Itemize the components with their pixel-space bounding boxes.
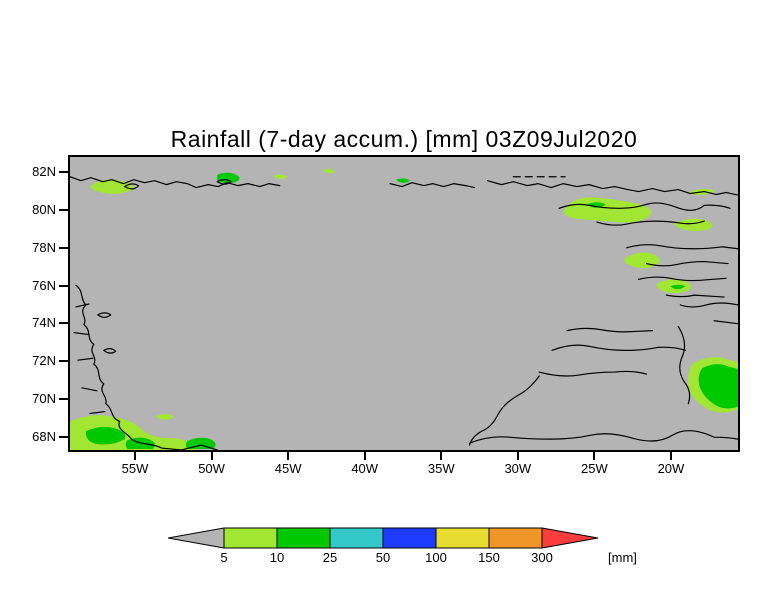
lon-tick — [516, 452, 519, 460]
lat-label: 72N — [32, 353, 56, 369]
coastline-segment — [596, 220, 705, 226]
colorbar: 5 10 25 50 100 150 300 [mm] — [168, 527, 644, 567]
colorbar-segment — [382, 527, 437, 549]
colorbar-underflow-arrow — [168, 527, 225, 549]
rain-patch — [396, 178, 410, 183]
lat-label: 74N — [32, 315, 56, 331]
lon-label: 20W — [657, 461, 685, 476]
map-area — [68, 155, 740, 452]
coastline-segment — [469, 375, 540, 446]
latitude-tick-marks — [59, 171, 68, 438]
lon-tick — [669, 452, 672, 460]
coastline-segment — [677, 326, 691, 405]
rain-patch — [272, 174, 288, 179]
lat-tick — [59, 284, 68, 287]
plot-title: Rainfall (7-day accum.) [mm] 03Z09Jul202… — [170, 126, 638, 152]
rain-patch — [674, 218, 713, 231]
coastline-segment — [713, 320, 738, 325]
lon-label: 30W — [504, 461, 532, 476]
rain-patch — [217, 172, 240, 184]
lon-tick — [134, 452, 136, 460]
colorbar-segment — [329, 527, 384, 549]
coastline-segment — [124, 183, 140, 190]
lon-label: 35W — [427, 461, 455, 476]
colorbar-labels: 5 10 25 50 100 150 300 [mm] — [220, 550, 637, 565]
coastline-segment — [97, 312, 112, 318]
rain-patch — [698, 364, 738, 409]
rain-patch — [185, 437, 216, 450]
coastline-segment — [75, 284, 182, 450]
coastline-segment — [103, 348, 117, 354]
latitude-axis-labels: 82N 80N 78N 76N 74N 72N 70N 68N — [24, 164, 56, 445]
colorbar-svg: 5 10 25 50 100 150 300 [mm] — [168, 527, 637, 565]
lat-label: 78N — [32, 239, 56, 255]
lon-label: 55W — [121, 461, 149, 476]
lon-tick — [593, 452, 596, 460]
coastline-segment — [558, 202, 731, 211]
rain-patch — [322, 169, 336, 174]
coastline-segment — [679, 302, 738, 308]
lat-label: 80N — [32, 201, 56, 217]
coastline-segment — [645, 260, 729, 267]
lon-tick — [440, 452, 443, 460]
lon-label: 45W — [274, 461, 302, 476]
coastline-segment — [637, 276, 727, 282]
coastline-segment — [216, 179, 232, 185]
colorbar-unit-label: [mm] — [608, 550, 637, 565]
lat-label: 82N — [32, 164, 56, 179]
coastline-segment — [626, 244, 738, 250]
coastline-segment — [70, 176, 281, 189]
rainfall-shaded-areas — [70, 169, 738, 450]
lon-label: 50W — [198, 461, 225, 476]
lat-label: 70N — [32, 391, 56, 407]
lon-tick — [363, 452, 366, 460]
longitude-tick-marks — [134, 452, 672, 460]
coastline-segment — [73, 303, 106, 415]
lat-tick — [59, 360, 68, 363]
colorbar-tick-label: 100 — [425, 550, 447, 565]
colorbar-segment — [223, 527, 278, 549]
colorbar-segment — [435, 527, 490, 549]
colorbar-segment — [488, 527, 543, 549]
lon-label: 25W — [581, 461, 608, 476]
rain-patch — [624, 252, 660, 269]
coastline-segment — [486, 180, 738, 196]
lat-label: 76N — [32, 277, 56, 293]
rain-patch — [155, 413, 175, 420]
lat-tick — [59, 171, 68, 173]
lat-tick — [59, 435, 68, 438]
coastline-segment — [538, 370, 648, 377]
colorbar-overflow-arrow — [541, 527, 599, 549]
coastlines — [70, 176, 738, 450]
lat-tick — [59, 322, 68, 325]
coastline-segment — [566, 327, 654, 333]
coastline-segment — [551, 344, 686, 351]
lat-tick — [59, 208, 68, 211]
lon-tick — [287, 452, 290, 460]
colorbar-tick-label: 50 — [376, 550, 390, 565]
colorbar-segment — [276, 527, 331, 549]
coastline-segment — [389, 182, 476, 189]
rain-patch — [85, 426, 126, 445]
lon-label: 40W — [351, 461, 379, 476]
coastline-segment — [469, 430, 738, 444]
lat-label: 68N — [32, 428, 56, 444]
colorbar-tick-label: 150 — [478, 550, 500, 565]
lat-tick — [59, 398, 68, 401]
colorbar-tick-label: 5 — [220, 550, 227, 565]
map-plot-svg — [70, 169, 738, 450]
longitude-axis-labels: 55W 50W 45W 40W 35W 30W 25W 20W — [115, 461, 691, 476]
colorbar-tick-label: 10 — [270, 550, 284, 565]
lon-tick — [210, 452, 213, 460]
rain-patch — [563, 197, 652, 223]
coastline-segment — [180, 444, 218, 450]
colorbar-tick-label: 300 — [531, 550, 553, 565]
lat-tick — [59, 246, 68, 249]
coastline-segment — [665, 294, 725, 298]
colorbar-tick-label: 25 — [323, 550, 337, 565]
rain-patch — [670, 284, 686, 290]
